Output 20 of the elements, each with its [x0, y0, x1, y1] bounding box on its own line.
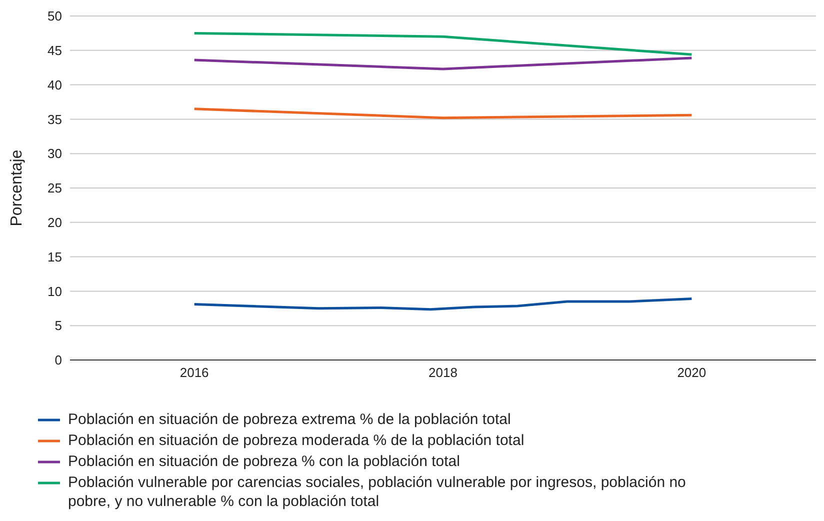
y-tick-label: 0	[54, 352, 62, 368]
y-tick-label: 30	[48, 146, 62, 162]
x-tick-label: 2016	[180, 365, 209, 380]
y-tick-label: 45	[48, 43, 62, 58]
y-tick-label: 40	[48, 77, 62, 92]
line-series	[193, 298, 693, 311]
y-tick-label: 20	[48, 215, 62, 230]
legend-label: Población en situación de pobreza moderada % de la población total	[68, 431, 524, 450]
y-tick-label: 15	[48, 249, 62, 264]
y-tick-label: 5	[54, 318, 62, 334]
y-tick-label: 50	[48, 8, 62, 24]
legend-label: Población en situación de pobreza extrema % de la población total	[68, 410, 511, 429]
y-tick-label: 25	[48, 180, 62, 196]
legend-label: Población vulnerable por carencias sociales, población vulnerable por ingresos, población no pobre, y no vulnerable % con la población total	[68, 473, 687, 511]
y-tick-label: 10	[48, 284, 62, 299]
y-tick-label: 35	[48, 112, 62, 127]
y-axis-title: Porcentaje	[8, 150, 26, 226]
x-tick-label: 2018	[428, 365, 458, 380]
legend-label: Población en situación de pobreza % con la población total	[68, 452, 460, 471]
x-tick-label: 2020	[677, 365, 706, 380]
